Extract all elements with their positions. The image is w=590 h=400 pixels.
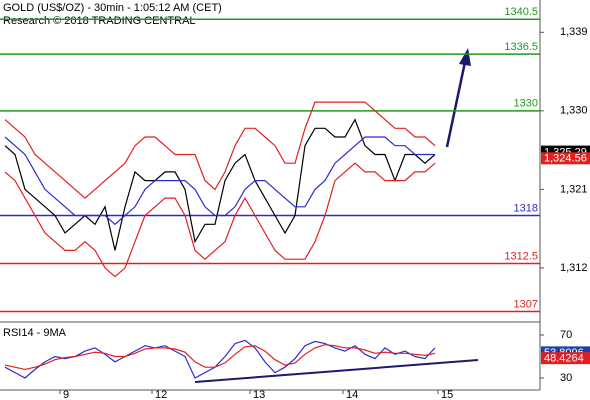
price-marker [541,152,590,165]
y-tick-label: 1,321 [560,183,588,195]
price-marker [541,352,590,365]
y-tick-label: 30 [560,372,572,384]
level-label: 1307 [514,298,538,310]
forecast-arrow [445,61,467,148]
x-tick-label: 13 [253,389,265,400]
x-tick-label: 15 [441,389,453,400]
level-label: 1340.5 [504,6,538,18]
series-line [4,101,436,199]
x-tick-label: 9 [63,389,69,400]
y-tick-label: 1,339 [560,26,588,38]
title: GOLD (US$/OZ) - 30min - 1:05:12 AM (CET) [3,2,222,14]
panel-title: RSI14 - 9MA [3,327,67,339]
y-tick-label: 1,330 [560,105,588,117]
price-marker-label: 48.4264 [544,353,584,365]
x-tick-label: 12 [155,389,167,400]
level-label: 1336.5 [504,41,538,53]
series-line [4,118,436,251]
y-tick-label: 1,312 [560,262,588,274]
arrow-head [459,48,471,66]
series-line [4,344,436,371]
subtitle: Research © 2018 TRADING CENTRAL [3,15,196,27]
trend-line [194,359,479,383]
series-line [4,162,436,278]
level-label: 1312.5 [504,250,538,262]
level-label: 1318 [514,202,538,214]
series-line [4,136,435,226]
x-tick-label: 14 [346,389,358,400]
y-tick-label: 70 [560,329,572,341]
price-marker-label: 1,324.56 [544,153,587,165]
level-label: 1330 [514,98,538,110]
